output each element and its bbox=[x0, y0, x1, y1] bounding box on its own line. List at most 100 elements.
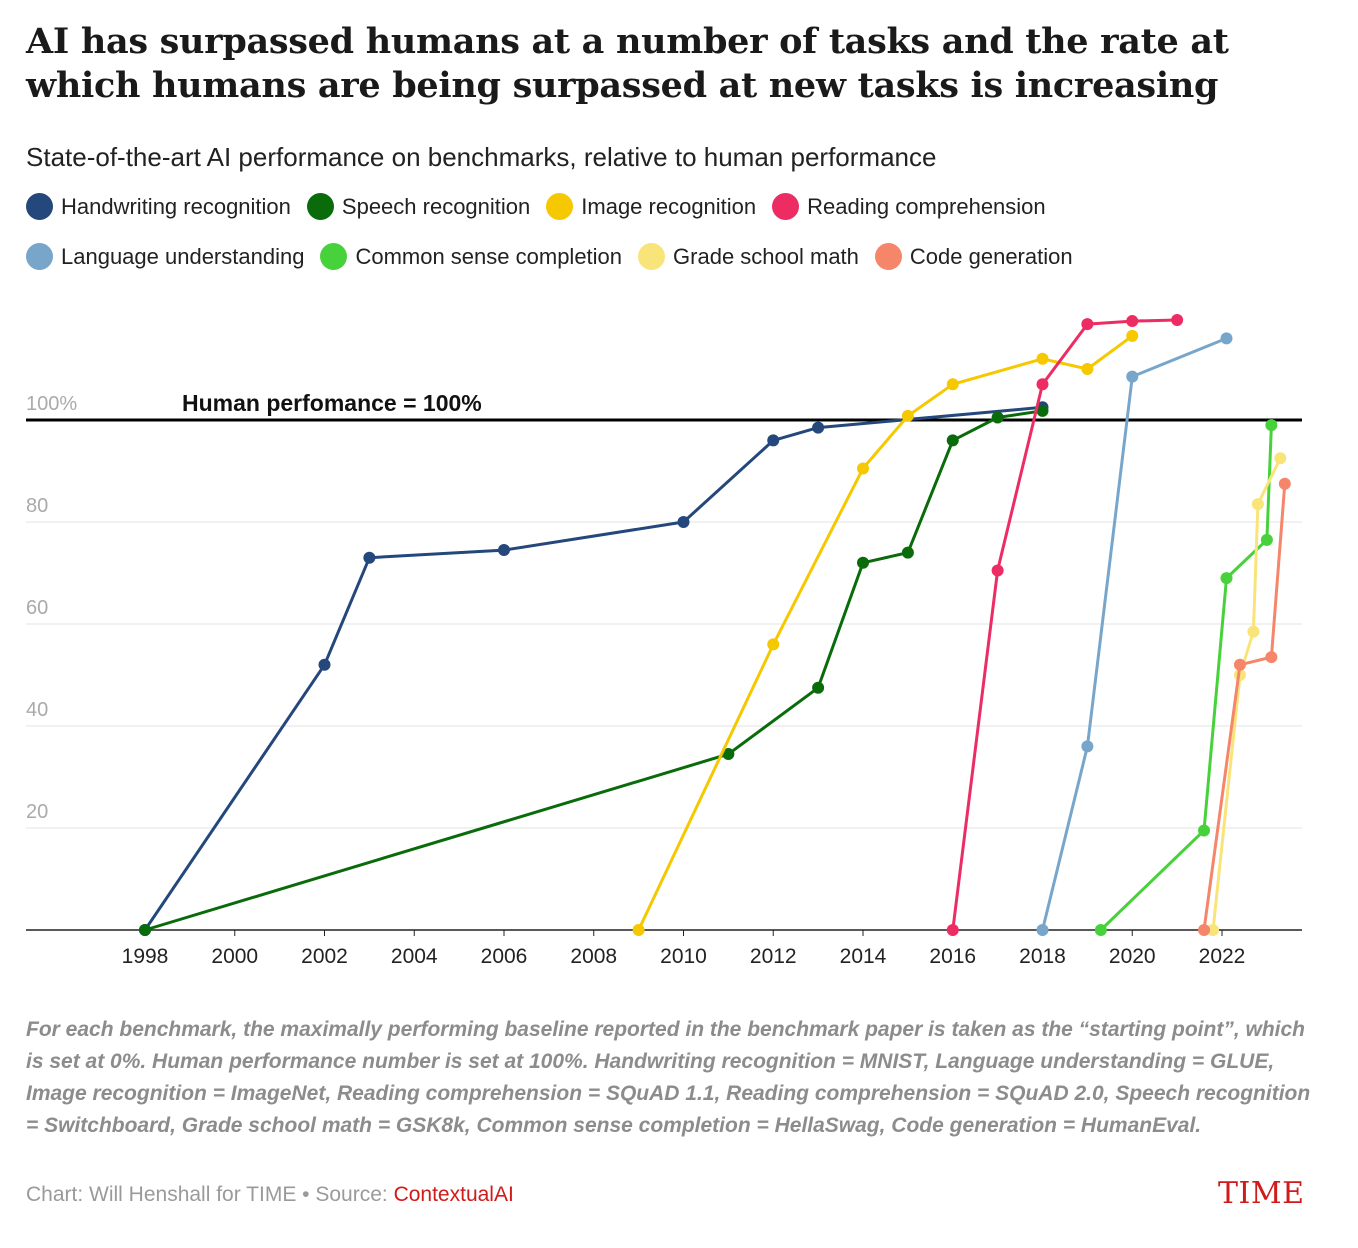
legend-item-reading: Reading comprehension bbox=[772, 193, 1046, 220]
chart-title: AI has surpassed humans at a number of t… bbox=[26, 21, 1229, 106]
credit-text: Chart: Will Henshall for TIME • Source: bbox=[26, 1183, 394, 1206]
x-tick-label: 2022 bbox=[1199, 945, 1246, 968]
data-point bbox=[1126, 370, 1139, 383]
data-point bbox=[498, 544, 510, 557]
y-tick-label: 40 bbox=[26, 699, 48, 721]
legend-row-2: Language understanding Common sense comp… bbox=[26, 243, 1326, 270]
gridlines bbox=[26, 521, 1302, 931]
x-tick-label: 2004 bbox=[391, 945, 438, 968]
series-reading-comprehension bbox=[946, 314, 1184, 936]
data-point bbox=[1220, 572, 1233, 585]
y-axis-labels: 20 40 60 80 100% bbox=[26, 393, 77, 823]
chart-credit: Chart: Will Henshall for TIME • Source: … bbox=[26, 1183, 514, 1207]
data-point bbox=[1126, 315, 1139, 328]
series-line bbox=[144, 409, 1043, 932]
x-tick-label: 2020 bbox=[1109, 945, 1156, 968]
legend-label: Common sense completion bbox=[355, 243, 623, 269]
data-point bbox=[1251, 498, 1264, 511]
data-point bbox=[1247, 625, 1260, 638]
legend-item-common-sense: Common sense completion bbox=[320, 243, 622, 270]
series-line bbox=[1099, 425, 1273, 932]
data-point bbox=[812, 421, 825, 434]
data-point bbox=[632, 924, 645, 936]
data-point bbox=[1198, 924, 1211, 936]
data-point bbox=[722, 748, 735, 761]
data-point bbox=[1171, 314, 1184, 327]
data-point bbox=[1233, 658, 1246, 671]
data-point bbox=[857, 462, 869, 475]
data-point bbox=[363, 551, 376, 564]
line-chart: 20 40 60 80 100% 1998 2000 2002 2004 2006 2008 201… bbox=[26, 314, 1302, 968]
data-point bbox=[1274, 452, 1287, 465]
time-logo: TIME bbox=[1218, 1176, 1305, 1211]
series-line bbox=[637, 334, 1134, 931]
y-tick-label: 20 bbox=[26, 801, 48, 823]
data-point bbox=[901, 546, 914, 559]
source-link[interactable]: ContextualAI bbox=[393, 1183, 514, 1206]
x-tick-label: 2018 bbox=[1019, 945, 1066, 968]
series-group bbox=[139, 314, 1291, 936]
legend-label: Handwriting recognition bbox=[61, 193, 291, 219]
data-point bbox=[1081, 740, 1094, 753]
legend-label: Speech recognition bbox=[341, 193, 531, 219]
methodology-note: For each benchmark, the maximally perfor… bbox=[26, 1018, 1311, 1137]
legend-item-math: Grade school math bbox=[638, 243, 859, 270]
data-point bbox=[677, 516, 690, 528]
legend-swatch bbox=[546, 193, 574, 220]
series-code-generation bbox=[1198, 477, 1291, 936]
series-speech-recognition bbox=[139, 404, 1049, 936]
data-point bbox=[139, 924, 151, 936]
x-tick-label: 2012 bbox=[750, 945, 797, 968]
data-point bbox=[991, 564, 1004, 577]
legend-swatch bbox=[638, 243, 666, 270]
data-point bbox=[318, 658, 331, 671]
legend-label: Grade school math bbox=[673, 243, 859, 269]
data-point bbox=[901, 409, 914, 422]
x-tick-label: 2000 bbox=[211, 945, 258, 968]
data-point bbox=[1260, 533, 1273, 546]
legend-label: Image recognition bbox=[581, 193, 757, 219]
series-line bbox=[143, 405, 1043, 931]
x-tick-label: 2016 bbox=[929, 945, 976, 968]
y-tick-label: 100% bbox=[26, 393, 77, 415]
legend-label: Language understanding bbox=[61, 243, 305, 269]
data-point bbox=[1220, 332, 1233, 345]
data-point bbox=[946, 378, 959, 391]
data-point bbox=[1094, 924, 1107, 936]
y-tick-label: 60 bbox=[26, 597, 48, 619]
data-point bbox=[946, 434, 959, 447]
x-axis-labels: 1998 2000 2002 2004 2006 2008 2010 2012 2014 2016… bbox=[122, 930, 1246, 968]
data-point bbox=[1081, 363, 1094, 375]
series-line bbox=[1041, 337, 1228, 931]
series-handwriting-recognition bbox=[139, 401, 1049, 936]
data-point bbox=[1265, 419, 1278, 432]
data-point bbox=[1265, 651, 1278, 664]
y-tick-label: 80 bbox=[26, 495, 48, 517]
x-tick-label: 1998 bbox=[122, 945, 169, 968]
x-tick-label: 2008 bbox=[570, 945, 617, 968]
series-line bbox=[1211, 457, 1282, 931]
legend-row-1: Handwriting recognition Speech recogniti… bbox=[26, 193, 1326, 220]
x-tick-label: 2010 bbox=[660, 945, 707, 968]
data-point bbox=[991, 411, 1004, 424]
data-point bbox=[946, 924, 959, 936]
legend-swatch bbox=[26, 193, 53, 220]
series-line bbox=[951, 318, 1178, 931]
chart-subtitle: State-of-the-art AI performance on bench… bbox=[26, 142, 937, 172]
legend-item-language: Language understanding bbox=[26, 243, 304, 270]
data-point bbox=[1126, 329, 1139, 342]
series-line bbox=[1202, 483, 1287, 931]
reference-line-label: Human perfomance = 100% bbox=[182, 390, 482, 416]
legend-swatch bbox=[320, 243, 348, 270]
legend-item-code: Code generation bbox=[874, 243, 1073, 270]
data-point bbox=[1081, 318, 1094, 331]
data-point bbox=[1278, 477, 1291, 490]
human-performance-line: Human perfomance = 100% bbox=[26, 390, 1302, 422]
data-point bbox=[1198, 824, 1211, 837]
series-grade-school-math bbox=[1207, 452, 1287, 936]
legend-item-speech: Speech recognition bbox=[306, 193, 531, 220]
data-point bbox=[1036, 378, 1049, 391]
legend-swatch bbox=[26, 243, 53, 270]
data-point bbox=[1036, 404, 1049, 417]
legend-swatch bbox=[874, 243, 902, 270]
